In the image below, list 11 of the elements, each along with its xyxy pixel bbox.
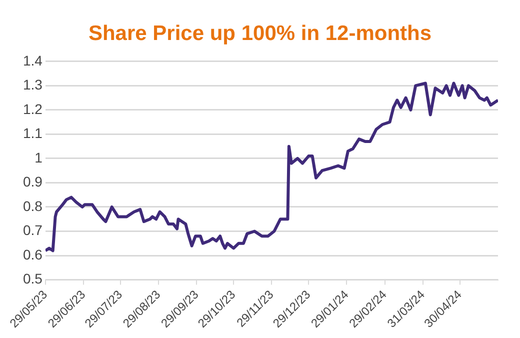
chart-title: Share Price up 100% in 12-months (87, 22, 433, 47)
y-tick-label: 0.5 (22, 270, 43, 287)
y-tick-label: 1.4 (22, 52, 43, 68)
y-tick-label: 1 (34, 149, 43, 166)
y-tick-label: 1.2 (22, 100, 43, 117)
y-tick-label: 0.6 (22, 246, 43, 262)
y-tick-label: 0.9 (22, 174, 43, 190)
y-tick-label: 1.1 (22, 125, 43, 142)
y-tick-label: 0.8 (22, 198, 43, 214)
y-tick-label: 0.7 (22, 222, 43, 238)
y-tick-label: 1.3 (22, 76, 43, 93)
